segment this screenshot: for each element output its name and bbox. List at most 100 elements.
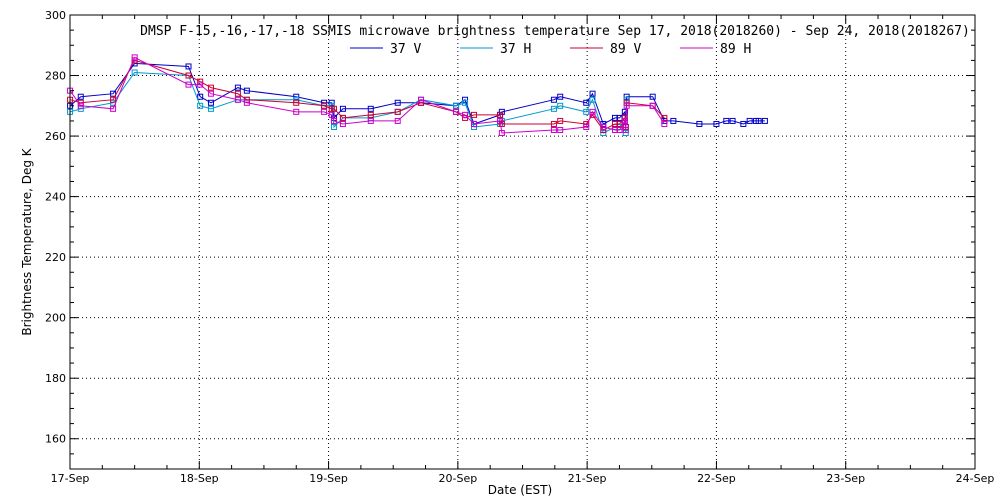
data-point: [471, 120, 478, 127]
grid: [70, 15, 975, 469]
y-tick-label: 200: [45, 312, 66, 325]
data-point: [330, 123, 337, 130]
chart-title: DMSP F-15,-16,-17,-18 SSMIS microwave br…: [140, 24, 970, 39]
data-point: [339, 120, 346, 127]
data-point: [321, 108, 328, 115]
data-point: [661, 114, 668, 121]
x-tick-label: 19-Sep: [309, 472, 348, 485]
data-point: [185, 81, 192, 88]
legend-label: 89 V: [610, 42, 641, 57]
legend-label: 37 V: [390, 42, 421, 57]
axis-ticks: 17-Sep 18-Sep 19-Sep 20-Sep 21-Sep 22-Sep 23-S…: [45, 9, 994, 485]
data-point: [621, 117, 628, 124]
data-point: [649, 102, 656, 109]
data-point: [557, 102, 564, 109]
y-tick-label: 160: [45, 433, 66, 446]
data-point: [77, 93, 84, 100]
data-point: [746, 117, 753, 124]
data-point: [110, 105, 117, 112]
data-point: [616, 120, 623, 127]
data-point: [328, 111, 335, 118]
data-point: [394, 99, 401, 106]
data-point: [713, 120, 720, 127]
data-point: [330, 105, 337, 112]
data-point: [321, 102, 328, 109]
data-point: [197, 93, 204, 100]
data-point: [462, 99, 469, 106]
data-point: [616, 127, 623, 134]
data-point: [589, 108, 596, 115]
data-point: [367, 117, 374, 124]
series-4: [67, 54, 668, 137]
data-point: [583, 99, 590, 106]
data-point: [462, 111, 469, 118]
data-point: [243, 99, 250, 106]
data-point: [339, 114, 346, 121]
data-point: [328, 99, 335, 106]
legend-label: 89 H: [720, 42, 751, 57]
data-point: [498, 130, 505, 137]
data-point: [755, 117, 762, 124]
data-point: [623, 102, 630, 109]
data-point: [557, 127, 564, 134]
data-point: [293, 96, 300, 103]
data-point: [110, 90, 117, 97]
data-point: [339, 105, 346, 112]
data-point: [729, 117, 736, 124]
data-point: [394, 117, 401, 124]
x-tick-label: 22-Sep: [697, 472, 736, 485]
data-point: [418, 96, 425, 103]
data-point: [550, 120, 557, 127]
data-point: [622, 127, 629, 134]
data-point: [77, 105, 84, 112]
data-point: [471, 111, 478, 118]
x-tick-label: 23-Sep: [826, 472, 865, 485]
data-point: [207, 99, 214, 106]
series-1: [67, 60, 768, 130]
y-axis-label: Brightness Temperature, Deg K: [20, 147, 34, 335]
data-point: [185, 72, 192, 79]
data-point: [131, 54, 138, 61]
y-tick-label: 260: [45, 130, 66, 143]
data-point: [723, 117, 730, 124]
data-point: [243, 87, 250, 94]
y-tick-label: 280: [45, 70, 66, 83]
x-tick-label: 21-Sep: [568, 472, 607, 485]
data-point: [185, 63, 192, 70]
data-point: [330, 117, 337, 124]
data-point: [589, 96, 596, 103]
series-group: [67, 54, 768, 137]
x-tick-label: 18-Sep: [180, 472, 219, 485]
data-point: [600, 123, 607, 130]
data-point: [243, 96, 250, 103]
data-point: [367, 105, 374, 112]
x-tick-label: 20-Sep: [439, 472, 478, 485]
x-tick-label: 24-Sep: [956, 472, 995, 485]
data-point: [293, 99, 300, 106]
data-point: [497, 117, 504, 124]
data-point: [131, 69, 138, 76]
data-point: [761, 117, 768, 124]
data-point: [498, 108, 505, 115]
x-axis-label: Date (EST): [488, 483, 552, 497]
data-point: [197, 81, 204, 88]
legend-label: 37 H: [500, 42, 531, 57]
data-point: [498, 120, 505, 127]
data-point: [77, 102, 84, 109]
data-point: [696, 120, 703, 127]
data-point: [321, 99, 328, 106]
data-point: [589, 90, 596, 97]
data-point: [197, 78, 204, 85]
data-point: [394, 108, 401, 115]
data-point: [234, 84, 241, 91]
y-tick-label: 180: [45, 372, 66, 385]
data-point: [623, 96, 630, 103]
y-tick-label: 300: [45, 9, 66, 22]
x-tick-label: 17-Sep: [51, 472, 90, 485]
data-point: [207, 84, 214, 91]
data-point: [611, 120, 618, 127]
data-point: [670, 117, 677, 124]
data-point: [234, 96, 241, 103]
